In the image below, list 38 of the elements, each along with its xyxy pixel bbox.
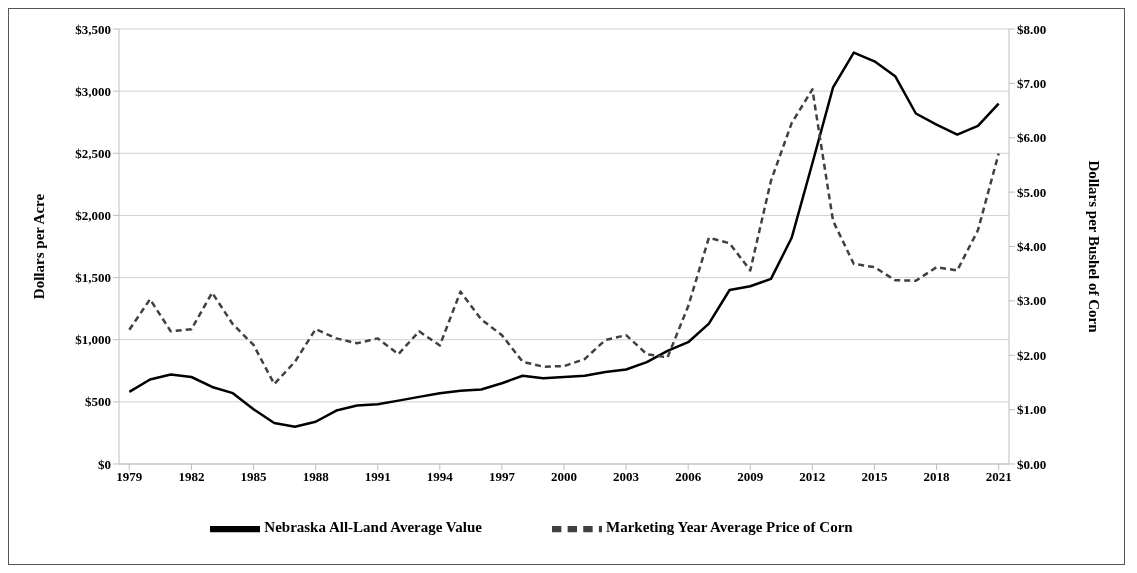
x-tick-label: 1997 — [488, 469, 516, 485]
y2-tick-label: $4.00 — [1017, 239, 1047, 255]
legend-label: Nebraska All-Land Average Value — [264, 519, 482, 536]
y2-tick-label: $3.00 — [1017, 293, 1047, 309]
y-tick-label: $1,500 — [75, 270, 111, 286]
y2-tick-label: $5.00 — [1017, 184, 1047, 200]
y-tick-label: $2,000 — [75, 208, 111, 224]
y2-tick-label: $8.00 — [1017, 21, 1047, 37]
x-tick-label: 1991 — [364, 469, 391, 485]
y-tick-label: $500 — [85, 394, 111, 410]
x-tick-label: 2000 — [551, 469, 577, 485]
y2-tick-label: $2.00 — [1017, 347, 1047, 363]
x-tick-label: 2018 — [923, 469, 951, 485]
x-tick-label: 2021 — [985, 469, 1012, 485]
y2-tick-label: $0.00 — [1017, 456, 1047, 472]
y-tick-label: $1,000 — [75, 332, 111, 348]
y-axis-title: Dollars per Acre — [31, 193, 48, 300]
y-tick-label: $3,500 — [75, 21, 111, 37]
legend-label: Marketing Year Average Price of Corn — [605, 519, 853, 536]
y-tick-label: $3,000 — [75, 83, 111, 99]
y2-tick-label: $1.00 — [1017, 402, 1047, 418]
y-tick-label: $0 — [98, 456, 111, 472]
x-tick-label: 1994 — [426, 469, 454, 485]
line-series — [128, 88, 1000, 386]
x-tick-label: 2012 — [799, 469, 826, 485]
y2-tick-label: $6.00 — [1017, 130, 1047, 146]
x-tick-label: 1985 — [240, 469, 268, 485]
x-tick-label: 2006 — [675, 469, 702, 485]
x-tick-label: 2009 — [737, 469, 764, 485]
x-tick-label: 1988 — [302, 469, 330, 485]
x-tick-label: 1982 — [178, 469, 205, 485]
x-tick-label: 2003 — [613, 469, 640, 485]
line-series — [128, 51, 1000, 428]
y2-axis-title: Dollars per Bushel of Corn — [1085, 160, 1102, 334]
x-tick-label: 2015 — [861, 469, 888, 485]
x-tick-label: 1979 — [116, 469, 143, 485]
y-tick-label: $2,500 — [75, 145, 111, 161]
y2-tick-label: $7.00 — [1017, 75, 1047, 91]
